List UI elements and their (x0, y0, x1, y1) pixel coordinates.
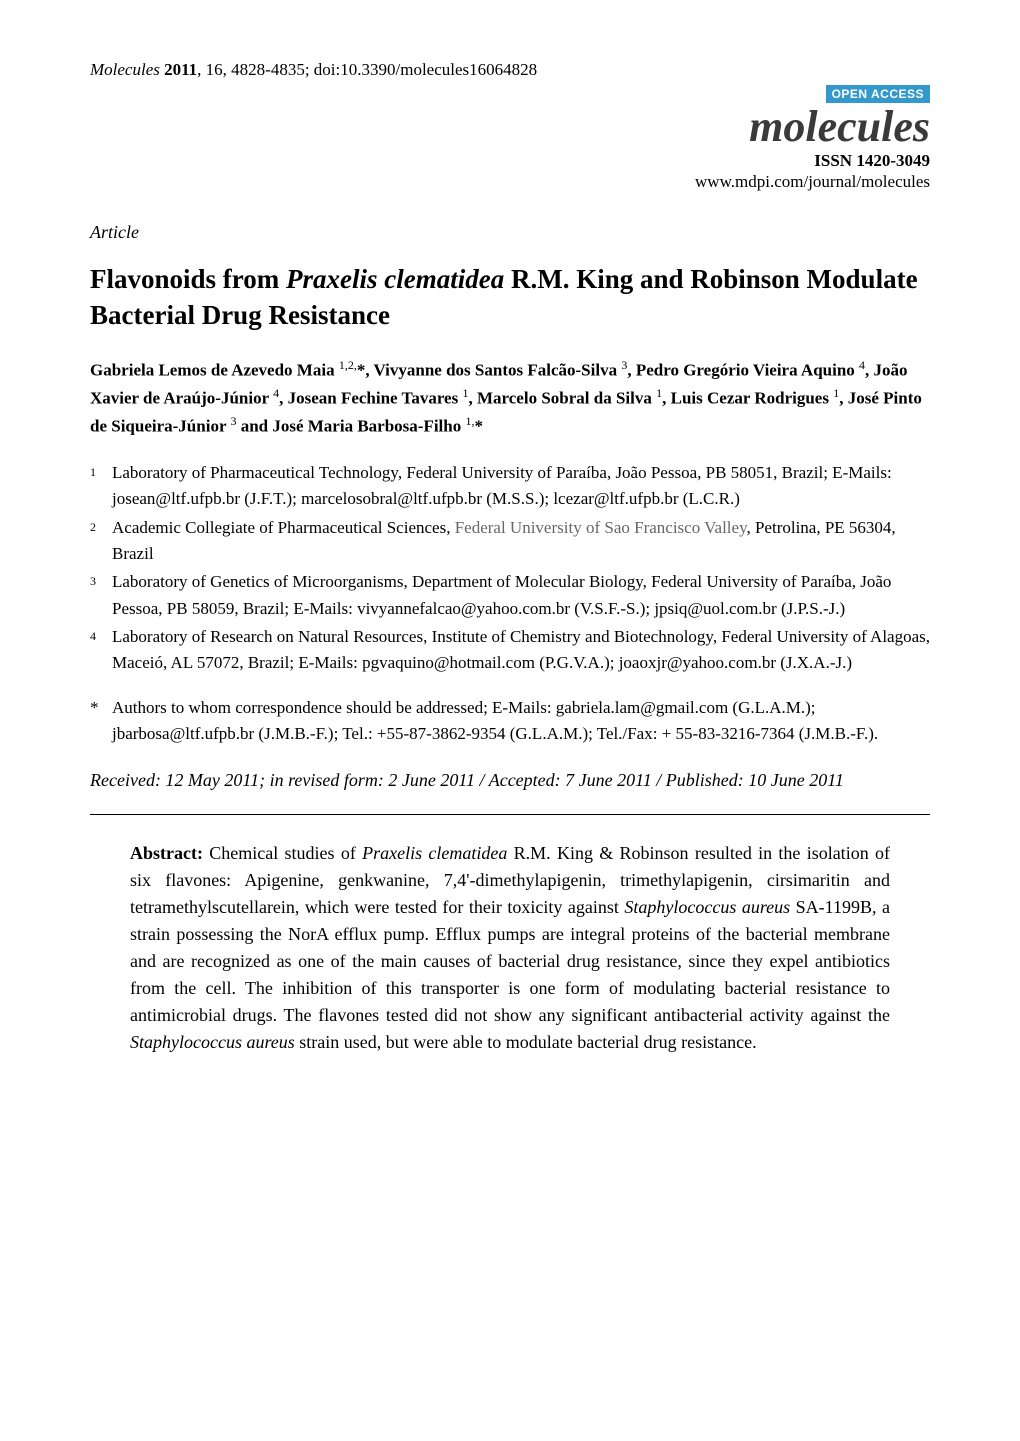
abstract-text: strain used, but were able to modulate b… (295, 1032, 757, 1052)
journal-name: molecules (695, 105, 930, 149)
affiliation-1: 1 Laboratory of Pharmaceutical Technolog… (90, 460, 930, 513)
title-species: Praxelis clematidea (286, 264, 504, 294)
abstract: Abstract: Chemical studies of Praxelis c… (90, 840, 930, 1056)
corresponding-text: Authors to whom correspondence should be… (112, 695, 930, 748)
abstract-species: Staphylococcus aureus (624, 897, 790, 917)
abstract-text: Chemical studies of (203, 843, 362, 863)
corresponding-author: * Authors to whom correspondence should … (90, 695, 930, 748)
affiliation-2: 2 Academic Collegiate of Pharmaceutical … (90, 515, 930, 568)
affiliation-text: Academic Collegiate of Pharmaceutical Sc… (112, 515, 930, 568)
affiliation-3: 3 Laboratory of Genetics of Microorganis… (90, 569, 930, 622)
affiliation-text: Laboratory of Research on Natural Resour… (112, 624, 930, 677)
affiliation-number: 3 (90, 572, 112, 622)
issn: ISSN 1420-3049 (695, 151, 930, 171)
authors-list: Gabriela Lemos de Azevedo Maia 1,2,*, Vi… (90, 356, 930, 440)
citation-journal: Molecules (90, 60, 160, 79)
journal-website: www.mdpi.com/journal/molecules (695, 172, 930, 192)
affiliation-text: Laboratory of Pharmaceutical Technology,… (112, 460, 930, 513)
affiliation-text: Laboratory of Genetics of Microorganisms… (112, 569, 930, 622)
title-pre: Flavonoids from (90, 264, 286, 294)
open-access-badge: OPEN ACCESS (826, 85, 930, 103)
affiliation-number: 1 (90, 463, 112, 513)
article-dates: Received: 12 May 2011; in revised form: … (90, 767, 930, 794)
affiliation-4: 4 Laboratory of Research on Natural Reso… (90, 624, 930, 677)
affiliation-number: 2 (90, 518, 112, 568)
journal-block: OPEN ACCESS molecules ISSN 1420-3049 www… (695, 85, 930, 192)
affiliation-number: 4 (90, 627, 112, 677)
article-title: Flavonoids from Praxelis clematidea R.M.… (90, 261, 930, 334)
article-type: Article (90, 222, 930, 243)
corresponding-marker: * (90, 695, 112, 748)
citation: Molecules 2011, 16, 4828-4835; doi:10.33… (90, 60, 537, 80)
affiliations: 1 Laboratory of Pharmaceutical Technolog… (90, 460, 930, 677)
abstract-species: Praxelis clematidea (362, 843, 507, 863)
separator (90, 814, 930, 815)
abstract-species: Staphylococcus aureus (130, 1032, 295, 1052)
citation-year: 2011 (164, 60, 197, 79)
citation-details: , 16, 4828-4835; doi:10.3390/molecules16… (197, 60, 537, 79)
header-row: Molecules 2011, 16, 4828-4835; doi:10.33… (90, 60, 930, 192)
abstract-label: Abstract: (130, 843, 203, 863)
